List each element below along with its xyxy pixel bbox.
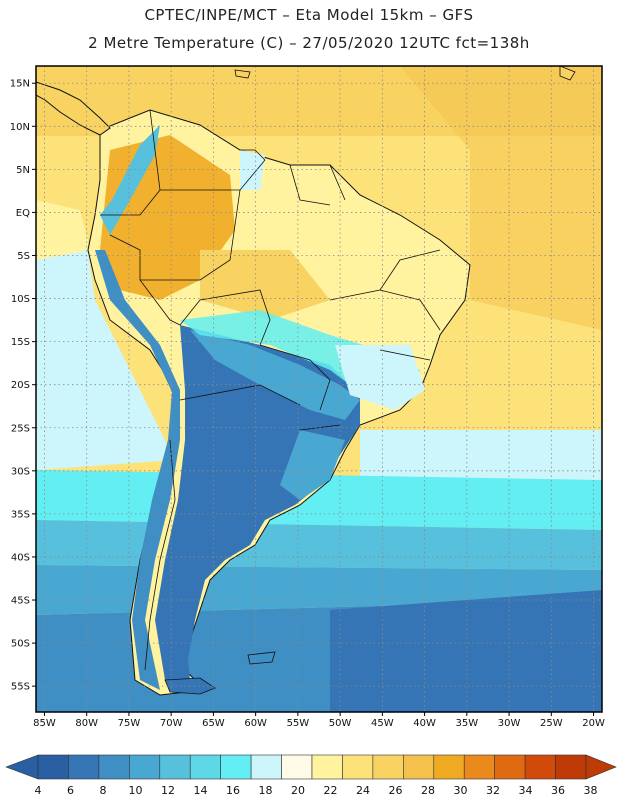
map-title-line-1: CPTEC/INPE/MCT – Eta Model 15km – GFS <box>144 6 474 24</box>
lat-tick-label: 35S <box>11 509 30 520</box>
colorbar-segment <box>342 754 374 780</box>
colorbar-segment <box>159 754 191 780</box>
map-frame <box>35 65 603 713</box>
lat-tick-label: 5N <box>16 165 30 176</box>
map-title-line-2: 2 Metre Temperature (C) – 27/05/2020 12U… <box>88 34 530 52</box>
colorbar-segment <box>311 754 343 780</box>
lon-tick-label: 20W <box>582 718 605 729</box>
lat-tick-label: 40S <box>11 552 30 563</box>
colorbar-segment <box>37 754 69 780</box>
colorbar-segment <box>220 754 252 780</box>
ocean-band-6 <box>330 590 602 712</box>
colorbar-segment <box>189 754 221 780</box>
lat-tick-label: 15N <box>10 79 30 90</box>
lon-tick-label: 45W <box>371 718 394 729</box>
pacific-mild-band <box>36 200 90 260</box>
lon-tick-label: 50W <box>329 718 352 729</box>
latitude-axis: 15N 10N 5N EQ 5S 10S 15S 20S 25S 30S 35S 40S 45S 50S 5… <box>10 79 36 693</box>
lat-tick-label: 55S <box>11 682 30 693</box>
colorbar-segment <box>372 754 404 780</box>
guiana-cool-patch <box>240 150 265 190</box>
temperature-colorbar: 4 6 8 10 12 14 16 18 20 22 24 26 28 30 32 34 36 38 <box>5 754 617 797</box>
colorbar-label: 22 <box>324 784 338 797</box>
lat-tick-label: 25S <box>11 423 30 434</box>
lon-tick-label: 30W <box>498 718 521 729</box>
lon-tick-label: 75W <box>118 718 141 729</box>
cool-chaco-region <box>190 330 360 420</box>
cool-uruguay-region <box>280 430 345 500</box>
lon-tick-label: 70W <box>160 718 183 729</box>
warm-central-brazil <box>200 250 330 320</box>
lon-tick-label: 80W <box>75 718 98 729</box>
colorbar-segment <box>463 754 495 780</box>
central-america-land <box>36 81 111 136</box>
colorbar-label: 30 <box>454 784 468 797</box>
colorbar-segment <box>281 754 313 780</box>
lat-tick-label: 20S <box>11 380 30 391</box>
colorbar-segment <box>129 754 161 780</box>
colorbar-label: 34 <box>519 784 533 797</box>
atlantic-cool-band <box>360 430 602 480</box>
colorbar-segment <box>433 754 465 780</box>
lat-tick-label: 50S <box>11 639 30 650</box>
lat-tick-label: 5S <box>17 251 30 262</box>
cold-south-cone <box>155 325 360 680</box>
lon-tick-label: 35W <box>456 718 479 729</box>
colorbar-label: 4 <box>35 784 42 797</box>
caribbean-island <box>234 69 251 79</box>
colorbar-low-arrow <box>5 754 39 780</box>
lat-tick-label: 30S <box>11 466 30 477</box>
colorbar-label: 10 <box>129 784 143 797</box>
colorbar-label: 18 <box>259 784 273 797</box>
lat-tick-label: EQ <box>16 208 30 219</box>
lat-tick-label: 15S <box>11 337 30 348</box>
lon-tick-label: 65W <box>202 718 225 729</box>
colorbar-segment <box>98 754 130 780</box>
colorbar-segment <box>250 754 282 780</box>
colorbar-label: 14 <box>194 784 208 797</box>
lon-tick-label: 55W <box>287 718 310 729</box>
lat-tick-label: 10N <box>10 122 30 133</box>
colorbar-label: 12 <box>161 784 175 797</box>
lon-tick-label: 40W <box>413 718 436 729</box>
longitude-axis: 85W 80W 75W 70W 65W 60W 55W 50W 45W 40W 35W 30W 25W 2… <box>33 712 605 729</box>
mild-southeast-brazil <box>335 345 425 410</box>
falkland-islands <box>247 651 276 665</box>
andes-cold-ridge <box>95 250 180 690</box>
lon-tick-label: 25W <box>540 718 563 729</box>
colorbar-label: 28 <box>421 784 435 797</box>
colorbar-label: 32 <box>486 784 500 797</box>
colorbar-label: 6 <box>67 784 74 797</box>
map-field <box>36 66 602 712</box>
colorbar-label: 26 <box>389 784 403 797</box>
lon-tick-label: 85W <box>33 718 56 729</box>
colorbar-segment <box>555 754 587 780</box>
colorbar-segment <box>524 754 556 780</box>
lat-tick-label: 10S <box>11 294 30 305</box>
colorbar-label: 36 <box>551 784 565 797</box>
colorbar-label: 24 <box>356 784 370 797</box>
colorbar-high-arrow <box>585 754 617 780</box>
pacific-cool-band <box>36 220 175 470</box>
colorbar-segment <box>68 754 100 780</box>
colorbar-label: 38 <box>584 784 598 797</box>
lon-tick-label: 60W <box>244 718 267 729</box>
colorbar-label: 8 <box>100 784 107 797</box>
caribbean-island-east <box>559 66 576 81</box>
colorbar-label: 20 <box>291 784 305 797</box>
colorbar-segment <box>403 754 435 780</box>
country-borders <box>100 109 441 671</box>
andes-north-cool <box>100 125 160 235</box>
colorbar-segment <box>494 754 526 780</box>
lat-tick-label: 45S <box>11 596 30 607</box>
colorbar-label: 16 <box>226 784 240 797</box>
